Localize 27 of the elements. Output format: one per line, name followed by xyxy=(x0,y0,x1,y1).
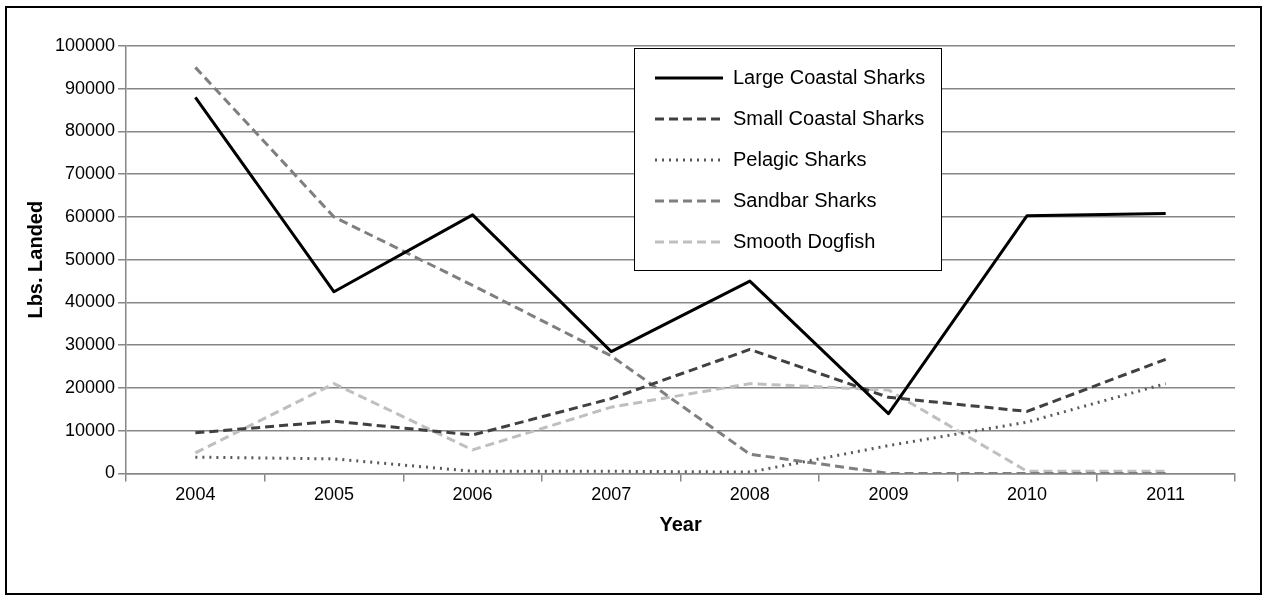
legend-label: Smooth Dogfish xyxy=(733,230,876,253)
y-tick-label: 40000 xyxy=(65,291,116,312)
y-tick-label: 60000 xyxy=(65,205,116,226)
x-tick-label: 2008 xyxy=(729,484,770,505)
y-tick-label: 50000 xyxy=(65,248,116,269)
legend-label: Small Coastal Sharks xyxy=(733,107,925,130)
y-tick-label: 80000 xyxy=(65,120,116,141)
x-tick-label: 2005 xyxy=(313,484,355,505)
line-series xyxy=(193,347,1168,437)
legend-label: Sandbar Sharks xyxy=(733,189,877,212)
y-tick-label: 70000 xyxy=(65,163,116,184)
x-tick-label: 2010 xyxy=(1007,484,1048,505)
y-tick-label: 0 xyxy=(105,462,116,483)
legend-label: Large Coastal Sharks xyxy=(733,66,926,89)
x-tick-label: 2009 xyxy=(868,484,909,505)
y-tick-label: 30000 xyxy=(65,334,116,355)
x-tick-label: 2004 xyxy=(175,484,216,505)
y-tick-label: 10000 xyxy=(65,419,116,440)
y-tick-label: 90000 xyxy=(65,77,116,98)
legend-label: Pelagic Sharks xyxy=(733,148,867,171)
y-tick-label: 20000 xyxy=(65,376,116,397)
x-axis-title: Year xyxy=(659,512,702,535)
y-tick-label: 100000 xyxy=(54,34,116,55)
x-tick-label: 2006 xyxy=(452,484,493,505)
x-tick-label: 2007 xyxy=(591,484,632,505)
y-axis-title: Lbs. Landed xyxy=(23,200,46,319)
x-tick-label: 2011 xyxy=(1146,484,1186,505)
